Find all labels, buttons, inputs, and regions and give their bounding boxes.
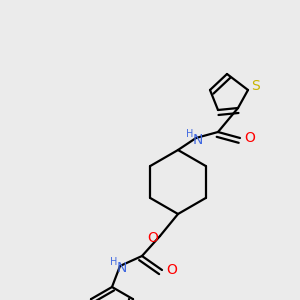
Text: O: O	[244, 131, 255, 145]
Text: S: S	[252, 79, 260, 93]
Text: N: N	[193, 133, 203, 147]
Text: H: H	[186, 129, 194, 139]
Text: N: N	[117, 261, 127, 275]
Text: O: O	[167, 263, 177, 277]
Text: H: H	[110, 257, 118, 267]
Text: O: O	[148, 231, 158, 245]
